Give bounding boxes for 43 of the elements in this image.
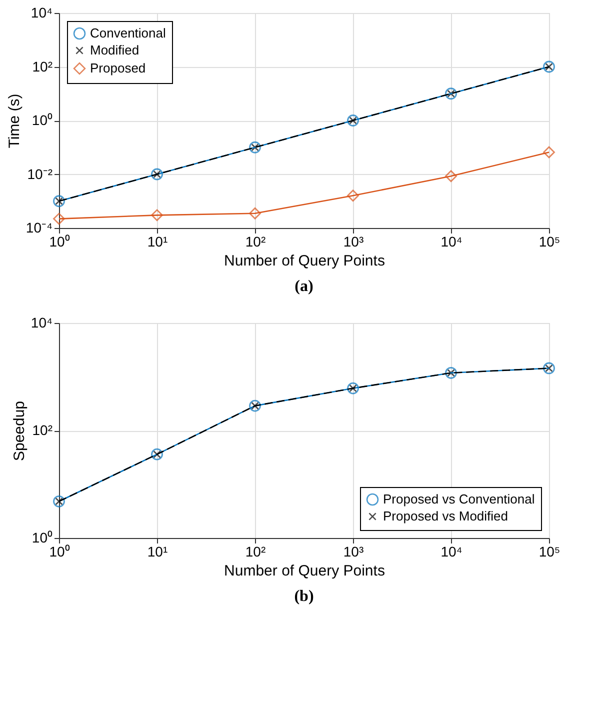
point — [53, 495, 65, 508]
y-tick-label: 10² — [32, 58, 53, 74]
x-tick-label: 10¹ — [147, 544, 168, 560]
y-tick-label: 10⁴ — [30, 4, 52, 20]
point — [347, 190, 359, 202]
y-tick-label: 10⁻⁴ — [26, 220, 52, 236]
point — [151, 209, 163, 222]
x-tick-label: 10² — [245, 234, 266, 250]
x-axis-title: Number of Query Points — [224, 562, 385, 580]
point — [445, 170, 457, 182]
point — [151, 448, 163, 460]
x-tick-label: 10³ — [343, 544, 364, 560]
x-tick-label: 10⁰ — [49, 544, 70, 560]
x-tick-label: 10⁴ — [440, 234, 462, 250]
x-tick-label: 10⁴ — [440, 544, 462, 560]
legend-label: Proposed vs Conventional — [383, 492, 535, 506]
x-tick-label: 10⁵ — [538, 544, 560, 560]
x-tick-label: 10⁰ — [49, 234, 70, 250]
point — [543, 146, 555, 158]
point — [249, 141, 261, 154]
point — [53, 212, 65, 225]
y-tick-label: 10² — [32, 422, 53, 438]
point — [249, 207, 261, 220]
text: (a) — [294, 278, 314, 295]
x-tick-label: 10¹ — [147, 234, 168, 250]
point — [445, 366, 457, 379]
legend-label: Conventional — [90, 26, 166, 40]
y-tick-label: 10⁰ — [32, 112, 52, 128]
legend-label: Modified — [90, 42, 140, 58]
y-tick-label: 10⁻² — [27, 166, 53, 182]
legend-label: Proposed vs Modified — [383, 508, 508, 524]
x-tick-label: 10² — [245, 544, 266, 560]
legend-label: Proposed — [90, 60, 146, 76]
x-tick-label: 10³ — [343, 234, 364, 250]
x-tick-label: 10⁵ — [538, 234, 560, 250]
y-tick-label: 10⁰ — [32, 530, 52, 546]
y-axis-title: Time (s) — [6, 94, 23, 148]
point — [53, 195, 65, 208]
text: (b) — [294, 588, 314, 605]
y-axis-title: Speedup — [10, 400, 28, 462]
x-axis-title: Number of Query Points — [224, 252, 385, 270]
y-tick-label: 10⁴ — [30, 314, 52, 330]
point — [445, 88, 457, 100]
